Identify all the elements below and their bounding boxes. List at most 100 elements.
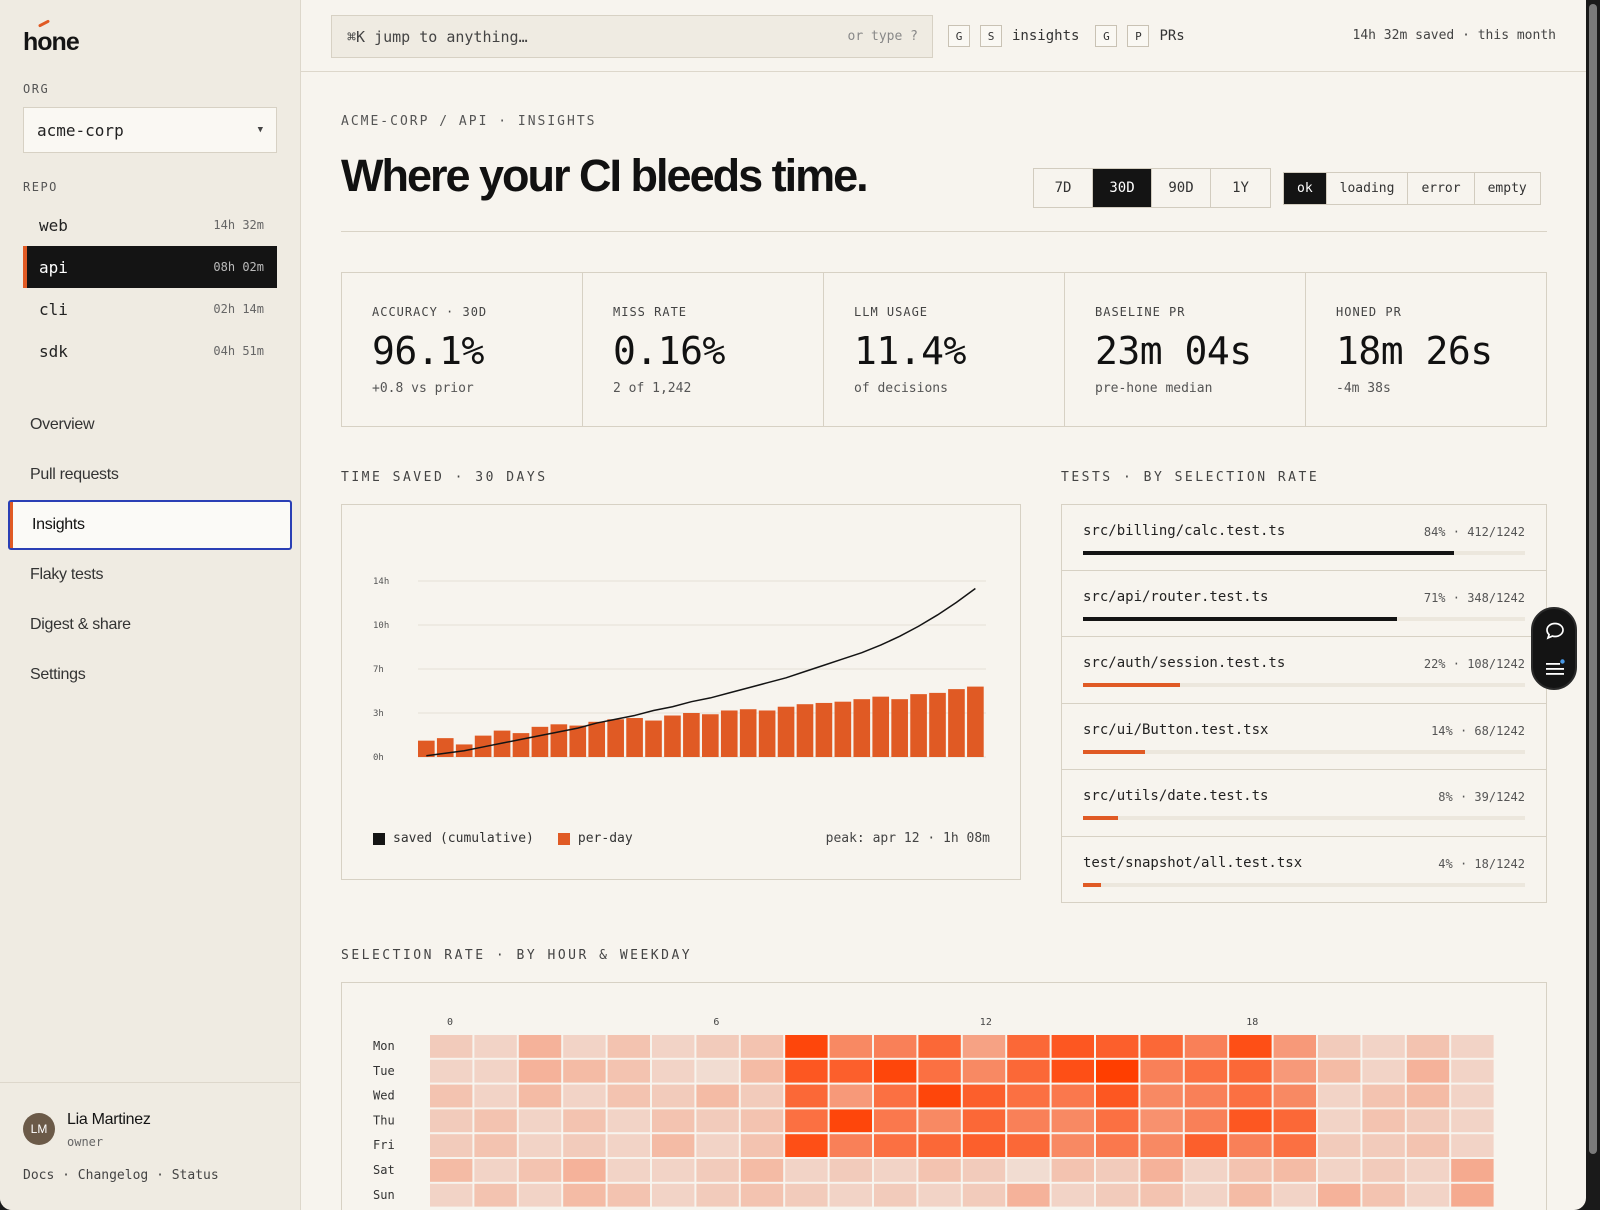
heat-cell[interactable]: [607, 1109, 650, 1133]
heat-cell[interactable]: [1451, 1159, 1494, 1182]
heat-cell[interactable]: [1406, 1159, 1450, 1182]
test-row[interactable]: src/billing/calc.test.ts 84% · 412/1242: [1061, 504, 1547, 571]
heat-cell[interactable]: [1273, 1134, 1316, 1157]
per-day-bar[interactable]: [720, 710, 738, 757]
heat-cell[interactable]: [1096, 1059, 1139, 1083]
heat-cell[interactable]: [474, 1084, 517, 1108]
heat-cell[interactable]: [829, 1159, 872, 1182]
heat-cell[interactable]: [696, 1183, 739, 1207]
heat-cell[interactable]: [563, 1183, 606, 1207]
per-day-bar[interactable]: [777, 706, 795, 757]
heat-cell[interactable]: [785, 1035, 828, 1058]
per-day-bar[interactable]: [645, 720, 662, 757]
heat-cell[interactable]: [829, 1084, 872, 1108]
heat-cell[interactable]: [1273, 1059, 1316, 1083]
heat-cell[interactable]: [1362, 1084, 1405, 1108]
state-error-button[interactable]: error: [1408, 173, 1475, 204]
test-row[interactable]: src/api/router.test.ts 71% · 348/1242: [1061, 570, 1547, 637]
heat-cell[interactable]: [474, 1134, 517, 1157]
heat-cell[interactable]: [518, 1035, 562, 1058]
heat-cell[interactable]: [1051, 1035, 1094, 1058]
heat-cell[interactable]: [785, 1084, 828, 1108]
heat-cell[interactable]: [696, 1134, 739, 1157]
per-day-bar[interactable]: [910, 694, 927, 757]
per-day-bar[interactable]: [929, 692, 946, 757]
per-day-bar[interactable]: [626, 718, 643, 757]
nav-item-pull-requests[interactable]: Pull requests: [30, 466, 119, 483]
heat-cell[interactable]: [474, 1159, 517, 1182]
heat-cell[interactable]: [740, 1084, 784, 1108]
heat-cell[interactable]: [518, 1134, 562, 1157]
heat-cell[interactable]: [430, 1109, 473, 1133]
heat-cell[interactable]: [918, 1084, 961, 1108]
heat-cell[interactable]: [1318, 1059, 1361, 1083]
heat-cell[interactable]: [1451, 1059, 1494, 1083]
heat-cell[interactable]: [1451, 1035, 1494, 1058]
per-day-bar[interactable]: [512, 733, 530, 757]
heat-cell[interactable]: [962, 1109, 1006, 1133]
heat-cell[interactable]: [785, 1059, 828, 1083]
per-day-bar[interactable]: [739, 709, 757, 757]
heat-cell[interactable]: [1362, 1159, 1405, 1182]
state-ok-button[interactable]: ok: [1284, 173, 1327, 204]
per-day-bar[interactable]: [569, 725, 587, 757]
scrollbar-thumb[interactable]: [1589, 4, 1597, 1154]
heat-cell[interactable]: [874, 1109, 917, 1133]
per-day-bar[interactable]: [796, 704, 814, 757]
test-row[interactable]: test/snapshot/all.test.tsx 4% · 18/1242: [1061, 836, 1547, 903]
repo-item-api[interactable]: api 08h 02m: [23, 246, 277, 288]
heat-cell[interactable]: [1140, 1109, 1183, 1133]
heat-cell[interactable]: [962, 1059, 1006, 1083]
heat-cell[interactable]: [1318, 1035, 1361, 1058]
heat-cell[interactable]: [1140, 1159, 1183, 1182]
heat-cell[interactable]: [1184, 1109, 1228, 1133]
heat-cell[interactable]: [740, 1109, 784, 1133]
per-day-bar[interactable]: [891, 699, 908, 757]
heat-cell[interactable]: [829, 1035, 872, 1058]
heat-cell[interactable]: [785, 1159, 828, 1182]
heat-cell[interactable]: [563, 1134, 606, 1157]
heat-cell[interactable]: [1406, 1183, 1450, 1207]
heat-cell[interactable]: [785, 1109, 828, 1133]
heat-cell[interactable]: [1229, 1059, 1272, 1083]
heat-cell[interactable]: [430, 1084, 473, 1108]
heat-cell[interactable]: [1318, 1084, 1361, 1108]
heat-cell[interactable]: [740, 1159, 784, 1182]
heat-cell[interactable]: [962, 1084, 1006, 1108]
heat-cell[interactable]: [1406, 1109, 1450, 1133]
per-day-bar[interactable]: [607, 719, 624, 757]
heat-cell[interactable]: [829, 1183, 872, 1207]
heat-cell[interactable]: [652, 1059, 695, 1083]
heat-cell[interactable]: [874, 1134, 917, 1157]
heat-cell[interactable]: [607, 1035, 650, 1058]
state-loading-button[interactable]: loading: [1327, 173, 1409, 204]
heat-cell[interactable]: [652, 1084, 695, 1108]
range-7d-button[interactable]: 7D: [1034, 169, 1093, 207]
heat-cell[interactable]: [1140, 1134, 1183, 1157]
heat-cell[interactable]: [1229, 1159, 1272, 1182]
heat-cell[interactable]: [474, 1109, 517, 1133]
heat-cell[interactable]: [1140, 1035, 1183, 1058]
heat-cell[interactable]: [918, 1134, 961, 1157]
heat-cell[interactable]: [1184, 1084, 1228, 1108]
heat-cell[interactable]: [1451, 1183, 1494, 1207]
heat-cell[interactable]: [740, 1059, 784, 1083]
heat-cell[interactable]: [696, 1109, 739, 1133]
state-empty-button[interactable]: empty: [1487, 181, 1527, 196]
heat-cell[interactable]: [1007, 1134, 1050, 1157]
heat-cell[interactable]: [607, 1059, 650, 1083]
heat-cell[interactable]: [874, 1159, 917, 1182]
heat-cell[interactable]: [652, 1159, 695, 1182]
heat-cell[interactable]: [474, 1035, 517, 1058]
logo[interactable]: hone: [23, 19, 93, 58]
per-day-bar[interactable]: [758, 710, 776, 757]
heat-cell[interactable]: [430, 1035, 473, 1058]
heat-cell[interactable]: [1051, 1159, 1094, 1182]
heat-cell[interactable]: [1140, 1059, 1183, 1083]
heat-cell[interactable]: [874, 1035, 917, 1058]
heat-cell[interactable]: [1007, 1035, 1050, 1058]
heat-cell[interactable]: [518, 1059, 562, 1083]
heat-cell[interactable]: [874, 1059, 917, 1083]
heat-cell[interactable]: [1273, 1159, 1316, 1182]
per-day-bar[interactable]: [588, 721, 606, 757]
